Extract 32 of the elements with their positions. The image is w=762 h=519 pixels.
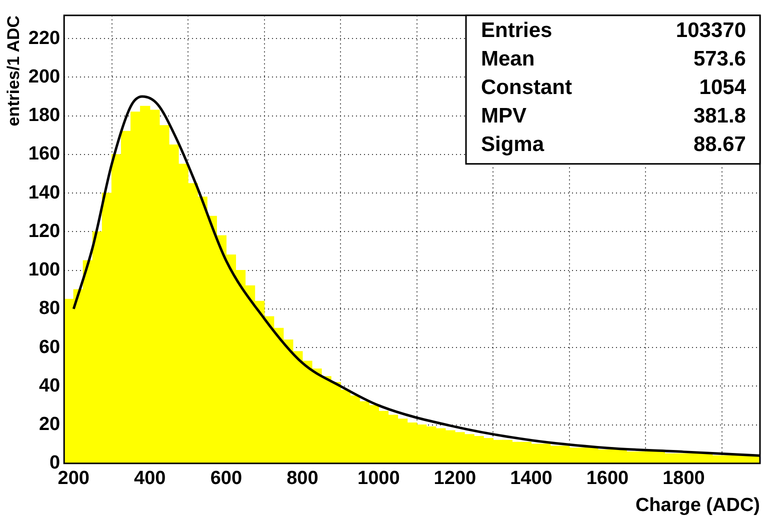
y-tick-label: 120 — [28, 220, 60, 242]
annotation: MPV — [481, 104, 527, 128]
x-tick-label: 1400 — [510, 468, 552, 490]
y-tick-label: 20 — [38, 414, 60, 436]
annotation: Sigma — [481, 133, 544, 156]
annotation: 381.8 — [693, 104, 746, 128]
x-tick-label: 1000 — [358, 468, 400, 490]
y-tick-label: 80 — [38, 298, 60, 320]
y-tick-label: 160 — [28, 144, 60, 165]
x-tick-label: 1800 — [662, 468, 705, 490]
x-axis-title: Charge (ADC) — [635, 494, 760, 516]
y-tick-label: 180 — [28, 105, 60, 126]
annotation: Constant — [481, 76, 572, 100]
y-tick-label: 220 — [28, 28, 60, 49]
x-tick-label: 200 — [58, 468, 90, 490]
annotation: Entries — [481, 19, 552, 42]
y-tick-label: 60 — [38, 336, 60, 358]
x-tick-label: 400 — [134, 468, 166, 490]
annotation: 1054 — [699, 76, 746, 100]
annotation: Mean — [481, 48, 535, 71]
y-tick-label: 40 — [38, 375, 60, 396]
x-tick-label: 1600 — [586, 468, 629, 490]
y-tick-label: 140 — [28, 182, 60, 204]
x-tick-label: 600 — [210, 468, 242, 490]
x-tick-label: 1200 — [434, 468, 476, 490]
y-axis-title: entries/1 ADC — [4, 15, 23, 126]
annotation: 88.67 — [693, 133, 746, 156]
y-tick-label: 200 — [28, 66, 60, 88]
y-tick-label: 100 — [28, 260, 60, 281]
annotation: 573.6 — [693, 48, 746, 71]
x-tick-label: 800 — [286, 468, 318, 490]
annotation: 103370 — [676, 19, 746, 42]
